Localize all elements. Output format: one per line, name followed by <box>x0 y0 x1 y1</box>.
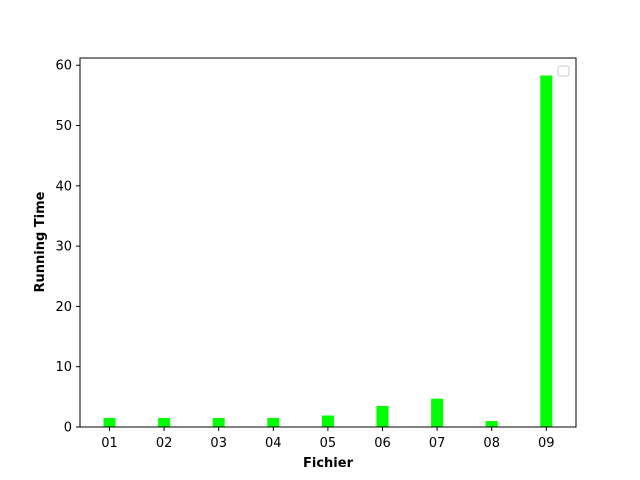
y-tick-label: 20 <box>55 300 72 315</box>
bar-06 <box>376 405 389 427</box>
bar-09 <box>540 75 553 427</box>
x-tick-label: 09 <box>538 436 555 451</box>
bars-group <box>103 75 553 427</box>
x-tick-label: 06 <box>374 436 391 451</box>
y-axis-ticks: 0 10 20 30 40 50 60 <box>55 59 80 436</box>
x-tick-label: 08 <box>483 436 500 451</box>
x-tick-label: 04 <box>265 436 282 451</box>
y-tick-label: 50 <box>55 119 72 134</box>
x-axis-ticks: 01 02 03 04 05 06 07 08 09 <box>101 427 555 451</box>
x-axis-label: Fichier <box>303 456 354 471</box>
bar-05 <box>321 415 334 427</box>
x-tick-label: 02 <box>156 436 173 451</box>
x-tick-label: 01 <box>101 436 118 451</box>
plot-frame <box>79 57 577 428</box>
legend-box <box>557 65 570 77</box>
x-tick-label: 07 <box>429 436 446 451</box>
bar-01 <box>103 418 116 427</box>
bar-02 <box>158 418 171 427</box>
y-tick-label: 10 <box>55 360 72 375</box>
y-tick-label: 30 <box>55 240 72 255</box>
bar-04 <box>267 418 280 427</box>
y-tick-label: 40 <box>55 179 72 194</box>
bar-07 <box>431 398 444 427</box>
x-tick-label: 03 <box>210 436 227 451</box>
bar-03 <box>212 418 225 427</box>
y-axis-label: Running Time <box>33 191 48 292</box>
y-tick-label: 0 <box>64 421 72 436</box>
x-tick-label: 05 <box>320 436 337 451</box>
y-tick-label: 60 <box>55 59 72 74</box>
bar-08 <box>485 421 498 427</box>
